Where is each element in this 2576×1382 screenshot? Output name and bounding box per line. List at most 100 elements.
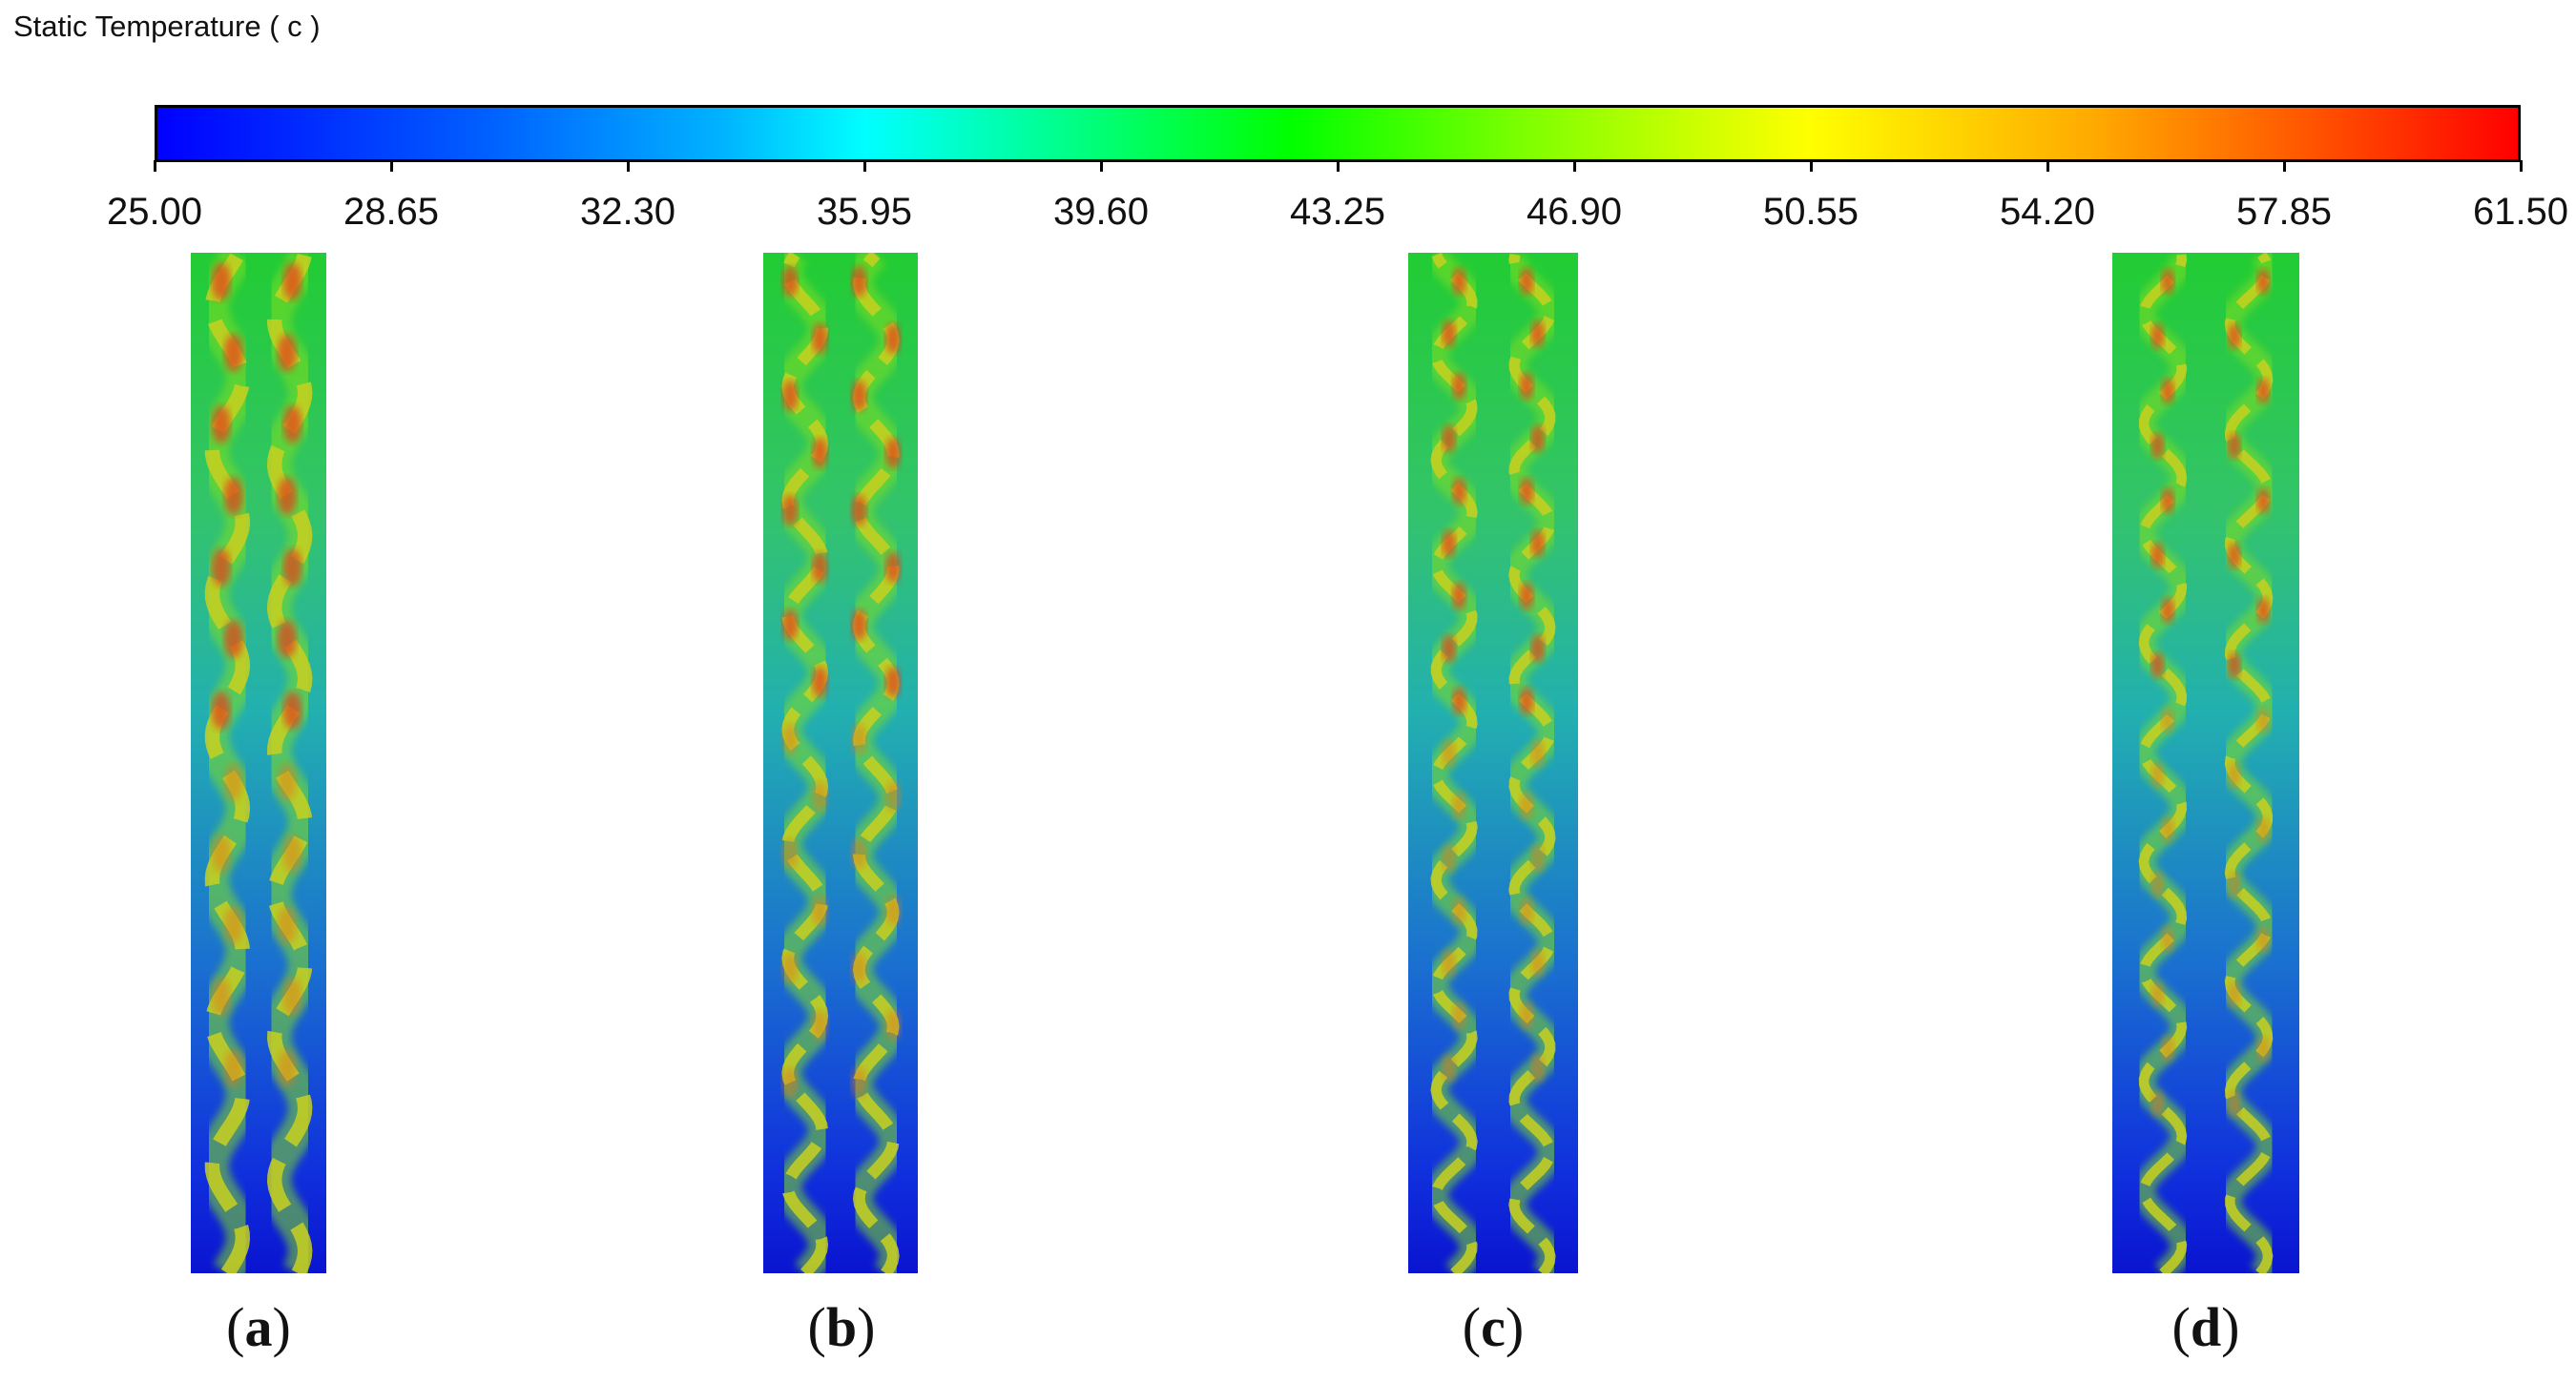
hot-spot [885, 780, 902, 813]
hot-spot [812, 551, 828, 584]
hot-spot [812, 895, 828, 927]
hot-spot [223, 906, 243, 944]
hot-spot [2256, 816, 2271, 843]
colorbar-tick-label: 61.50 [2472, 191, 2569, 233]
hot-spot [1519, 372, 1534, 401]
hot-spot [2161, 926, 2175, 953]
colorbar-tick [862, 160, 866, 172]
hot-spot [282, 262, 302, 300]
colorbar-tick [626, 160, 630, 172]
colorbar-tick [2282, 160, 2286, 172]
hot-spot [851, 608, 867, 641]
colorbar-tick-label: 54.20 [1999, 191, 2096, 233]
plume-core [781, 253, 829, 1273]
hot-spot [2150, 543, 2165, 568]
hot-spot [1452, 1001, 1466, 1030]
hot-spot [885, 895, 902, 927]
hot-spot [2161, 707, 2175, 733]
hot-spot [282, 405, 302, 443]
hot-spot [851, 952, 867, 984]
hot-spot [812, 437, 828, 469]
contour-panel-d [2112, 253, 2299, 1273]
panel-label-a: (a) [226, 1296, 291, 1358]
hot-spot [1452, 372, 1466, 401]
hot-spot [277, 477, 297, 515]
hot-spot [1452, 582, 1466, 610]
hot-spot [1519, 477, 1534, 505]
hot-spot [2256, 378, 2271, 404]
hot-spot [2161, 487, 2175, 514]
hot-spot [2150, 1091, 2165, 1117]
hot-spot [2150, 652, 2165, 678]
colorbar-tick-label: 32.30 [579, 191, 676, 233]
hot-spot [1519, 582, 1534, 610]
plume-core [1508, 253, 1556, 1273]
hot-spot [277, 763, 297, 801]
hot-spot [211, 835, 231, 873]
hot-spot [2256, 1036, 2271, 1062]
contour-panel-c [1408, 253, 1578, 1273]
hot-spot [1452, 477, 1466, 505]
hot-spot [1442, 634, 1456, 663]
hot-spot [1442, 1054, 1456, 1083]
temperature-colorbar [155, 105, 2521, 162]
contour-image-c [1408, 253, 1578, 1273]
hot-spot [2161, 597, 2175, 624]
colorbar-tick [389, 160, 393, 172]
hot-spot [2150, 323, 2165, 349]
hot-spot [2161, 378, 2175, 404]
hot-spot [782, 723, 799, 755]
hot-spot [2228, 543, 2241, 568]
hot-spot [812, 780, 828, 813]
panel-label-b: (b) [807, 1296, 876, 1358]
hot-spot [2256, 268, 2271, 295]
colorbar-tick [1336, 160, 1340, 172]
hot-spot [277, 906, 297, 944]
hot-spot [2256, 707, 2271, 733]
hot-spot [1442, 844, 1456, 873]
hot-spot [812, 322, 828, 355]
hot-spot [1530, 949, 1545, 978]
colorbar-tick-label: 28.65 [343, 191, 440, 233]
hot-spot [851, 494, 867, 526]
hot-spot [1442, 949, 1456, 978]
hot-spot [211, 978, 231, 1016]
hot-spot [211, 262, 231, 300]
hot-spot [782, 1066, 799, 1099]
hot-spot [2256, 487, 2271, 514]
colorbar-tick [153, 160, 156, 172]
hot-spot [2161, 816, 2175, 843]
hot-spot [1530, 739, 1545, 768]
hot-spot [812, 666, 828, 698]
hot-spot [1530, 424, 1545, 453]
hot-spot [211, 691, 231, 730]
hot-spot [885, 322, 902, 355]
plume-core [852, 253, 900, 1273]
hot-spot [2228, 1091, 2241, 1117]
colorbar-tick [2046, 160, 2049, 172]
hot-spot [2228, 652, 2241, 678]
hot-spot [2228, 323, 2241, 349]
hot-spot [1442, 529, 1456, 558]
colorbar-tick-label: 39.60 [1052, 191, 1150, 233]
hot-spot [885, 551, 902, 584]
plume-core [2224, 253, 2274, 1273]
hot-spot [1452, 687, 1466, 715]
hot-spot [782, 952, 799, 984]
hot-spot [223, 1049, 243, 1087]
hot-spot [282, 548, 302, 587]
colorbar-tick [1099, 160, 1103, 172]
hot-spot [282, 835, 302, 873]
hot-spot [2228, 433, 2241, 459]
colorbar-tick-label: 50.55 [1762, 191, 1859, 233]
contour-panel-b [763, 253, 918, 1273]
hot-spot [885, 1009, 902, 1042]
hot-spot [2256, 597, 2271, 624]
hot-spot [223, 763, 243, 801]
hot-spot [223, 477, 243, 515]
hot-spot [1452, 267, 1466, 296]
hot-spot [2161, 1036, 2175, 1062]
hot-spot [223, 620, 243, 658]
colorbar-tick-label: 46.90 [1526, 191, 1623, 233]
hot-spot [885, 437, 902, 469]
